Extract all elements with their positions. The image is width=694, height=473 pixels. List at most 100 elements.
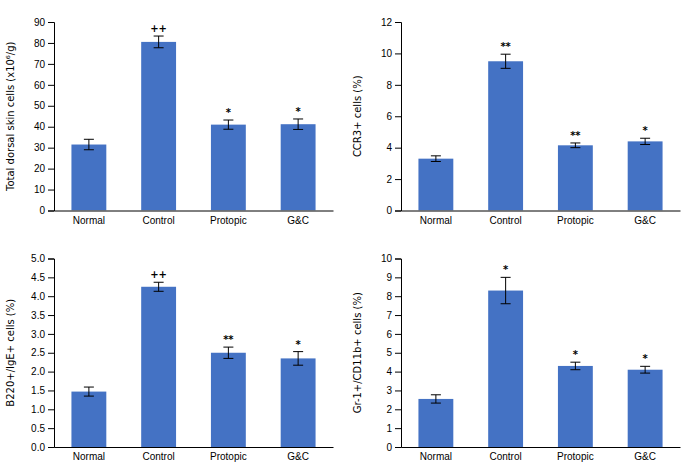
tick-label: Control bbox=[490, 215, 522, 226]
tick-mark bbox=[395, 211, 401, 212]
bar bbox=[211, 125, 246, 211]
tick: 0 bbox=[39, 205, 54, 216]
tick-mark bbox=[48, 85, 54, 86]
tick: 2 bbox=[386, 174, 401, 185]
bar bbox=[71, 392, 106, 447]
axis-line bbox=[55, 447, 334, 448]
bar bbox=[628, 141, 663, 210]
tick-label: 3 bbox=[386, 385, 392, 396]
tick: 10 bbox=[381, 48, 401, 59]
bar bbox=[558, 366, 593, 447]
tick-mark bbox=[395, 409, 401, 410]
tick-label: 9 bbox=[386, 272, 392, 283]
tick-mark bbox=[395, 296, 401, 297]
annotation: ** bbox=[223, 334, 234, 345]
tick: 6 bbox=[386, 111, 401, 122]
annotation: * bbox=[503, 264, 509, 275]
tick-mark bbox=[395, 116, 401, 117]
axis-line bbox=[395, 23, 402, 212]
tick-label: Protopic bbox=[557, 451, 594, 462]
tick-label: 0.0 bbox=[31, 442, 45, 453]
annotation: * bbox=[296, 339, 302, 350]
bar bbox=[71, 145, 106, 211]
error-bar bbox=[223, 120, 233, 129]
bar bbox=[488, 291, 523, 447]
annotation: ++ bbox=[150, 23, 167, 34]
tick: Normal bbox=[73, 451, 105, 462]
tick-label: 10 bbox=[381, 253, 393, 264]
tick: 4 bbox=[386, 142, 401, 153]
tick-label: 10 bbox=[381, 48, 393, 59]
tick-label: 90 bbox=[34, 17, 46, 28]
tick-label: 0 bbox=[386, 205, 392, 216]
tick: 5.0 bbox=[31, 253, 54, 264]
annotation: * bbox=[573, 349, 579, 360]
tick-mark bbox=[395, 447, 401, 448]
y-axis: 0 2 4 6 8 10 12 bbox=[381, 17, 402, 217]
tick-mark bbox=[48, 106, 54, 107]
tick: 2 bbox=[386, 404, 401, 415]
annotations: ***** bbox=[500, 41, 648, 141]
annotation: * bbox=[296, 106, 302, 117]
tick: 3.5 bbox=[31, 310, 54, 321]
tick-label: 40 bbox=[34, 121, 46, 132]
tick-mark bbox=[395, 259, 401, 260]
tick: 5 bbox=[386, 347, 401, 358]
annotation: ** bbox=[570, 130, 581, 141]
tick-label: 3.5 bbox=[31, 310, 45, 321]
marks bbox=[418, 54, 662, 210]
annotation: ** bbox=[500, 41, 511, 52]
bar bbox=[488, 61, 523, 210]
annotations: ++** bbox=[150, 23, 301, 118]
tick: 3.0 bbox=[31, 329, 54, 340]
axis-line bbox=[55, 211, 334, 212]
tick-label: Control bbox=[490, 451, 522, 462]
tick-label: G&C bbox=[634, 215, 656, 226]
tick-label: Control bbox=[143, 451, 175, 462]
tick-label: 10 bbox=[34, 184, 46, 195]
tick-label: 5 bbox=[386, 347, 392, 358]
tick-mark bbox=[48, 353, 54, 354]
x-axis: NormalControlProtopicG&C bbox=[402, 211, 681, 226]
tick-label: G&C bbox=[634, 451, 656, 462]
tick-mark bbox=[48, 64, 54, 65]
tick: Protopic bbox=[557, 451, 594, 462]
tick: Control bbox=[490, 451, 522, 462]
tick-label: 2.5 bbox=[31, 347, 45, 358]
tick: 1 bbox=[386, 423, 401, 434]
tick-mark bbox=[395, 53, 401, 54]
tick-mark bbox=[48, 22, 54, 23]
subplot: 012345678910NormalControlProtopicG&CGr-1… bbox=[352, 253, 681, 462]
tick: 0.5 bbox=[31, 423, 54, 434]
tick: Protopic bbox=[210, 451, 247, 462]
error-bar bbox=[431, 156, 441, 162]
tick: G&C bbox=[287, 451, 309, 462]
y-axis: 0.00.51.01.52.02.53.03.54.04.55.0 bbox=[31, 253, 54, 453]
tick-label: G&C bbox=[287, 451, 309, 462]
tick: 40 bbox=[34, 121, 54, 132]
tick: 12 bbox=[381, 17, 401, 28]
tick-mark bbox=[48, 296, 54, 297]
tick: 50 bbox=[34, 100, 54, 111]
tick-label: 3.0 bbox=[31, 329, 45, 340]
bar bbox=[211, 353, 246, 447]
tick: 4 bbox=[386, 366, 401, 377]
tick-mark bbox=[395, 148, 401, 149]
tick-mark bbox=[48, 259, 54, 260]
tick-label: 0 bbox=[39, 205, 45, 216]
tick: Normal bbox=[420, 451, 452, 462]
tick: 10 bbox=[34, 184, 54, 195]
tick: 8 bbox=[386, 291, 401, 302]
axis-line bbox=[395, 259, 402, 448]
tick-label: 8 bbox=[386, 80, 392, 91]
subplot: 0102030405060708090NormalControlProtopic… bbox=[5, 17, 334, 226]
bar bbox=[418, 159, 453, 211]
subplot: 024681012NormalControlProtopicG&CCCR3+ c… bbox=[352, 17, 681, 226]
tick-mark bbox=[48, 447, 54, 448]
tick: 60 bbox=[34, 80, 54, 91]
tick: Normal bbox=[73, 215, 105, 226]
tick-mark bbox=[395, 372, 401, 373]
tick: 4.0 bbox=[31, 291, 54, 302]
bar bbox=[141, 287, 176, 447]
tick: 7 bbox=[386, 310, 401, 321]
